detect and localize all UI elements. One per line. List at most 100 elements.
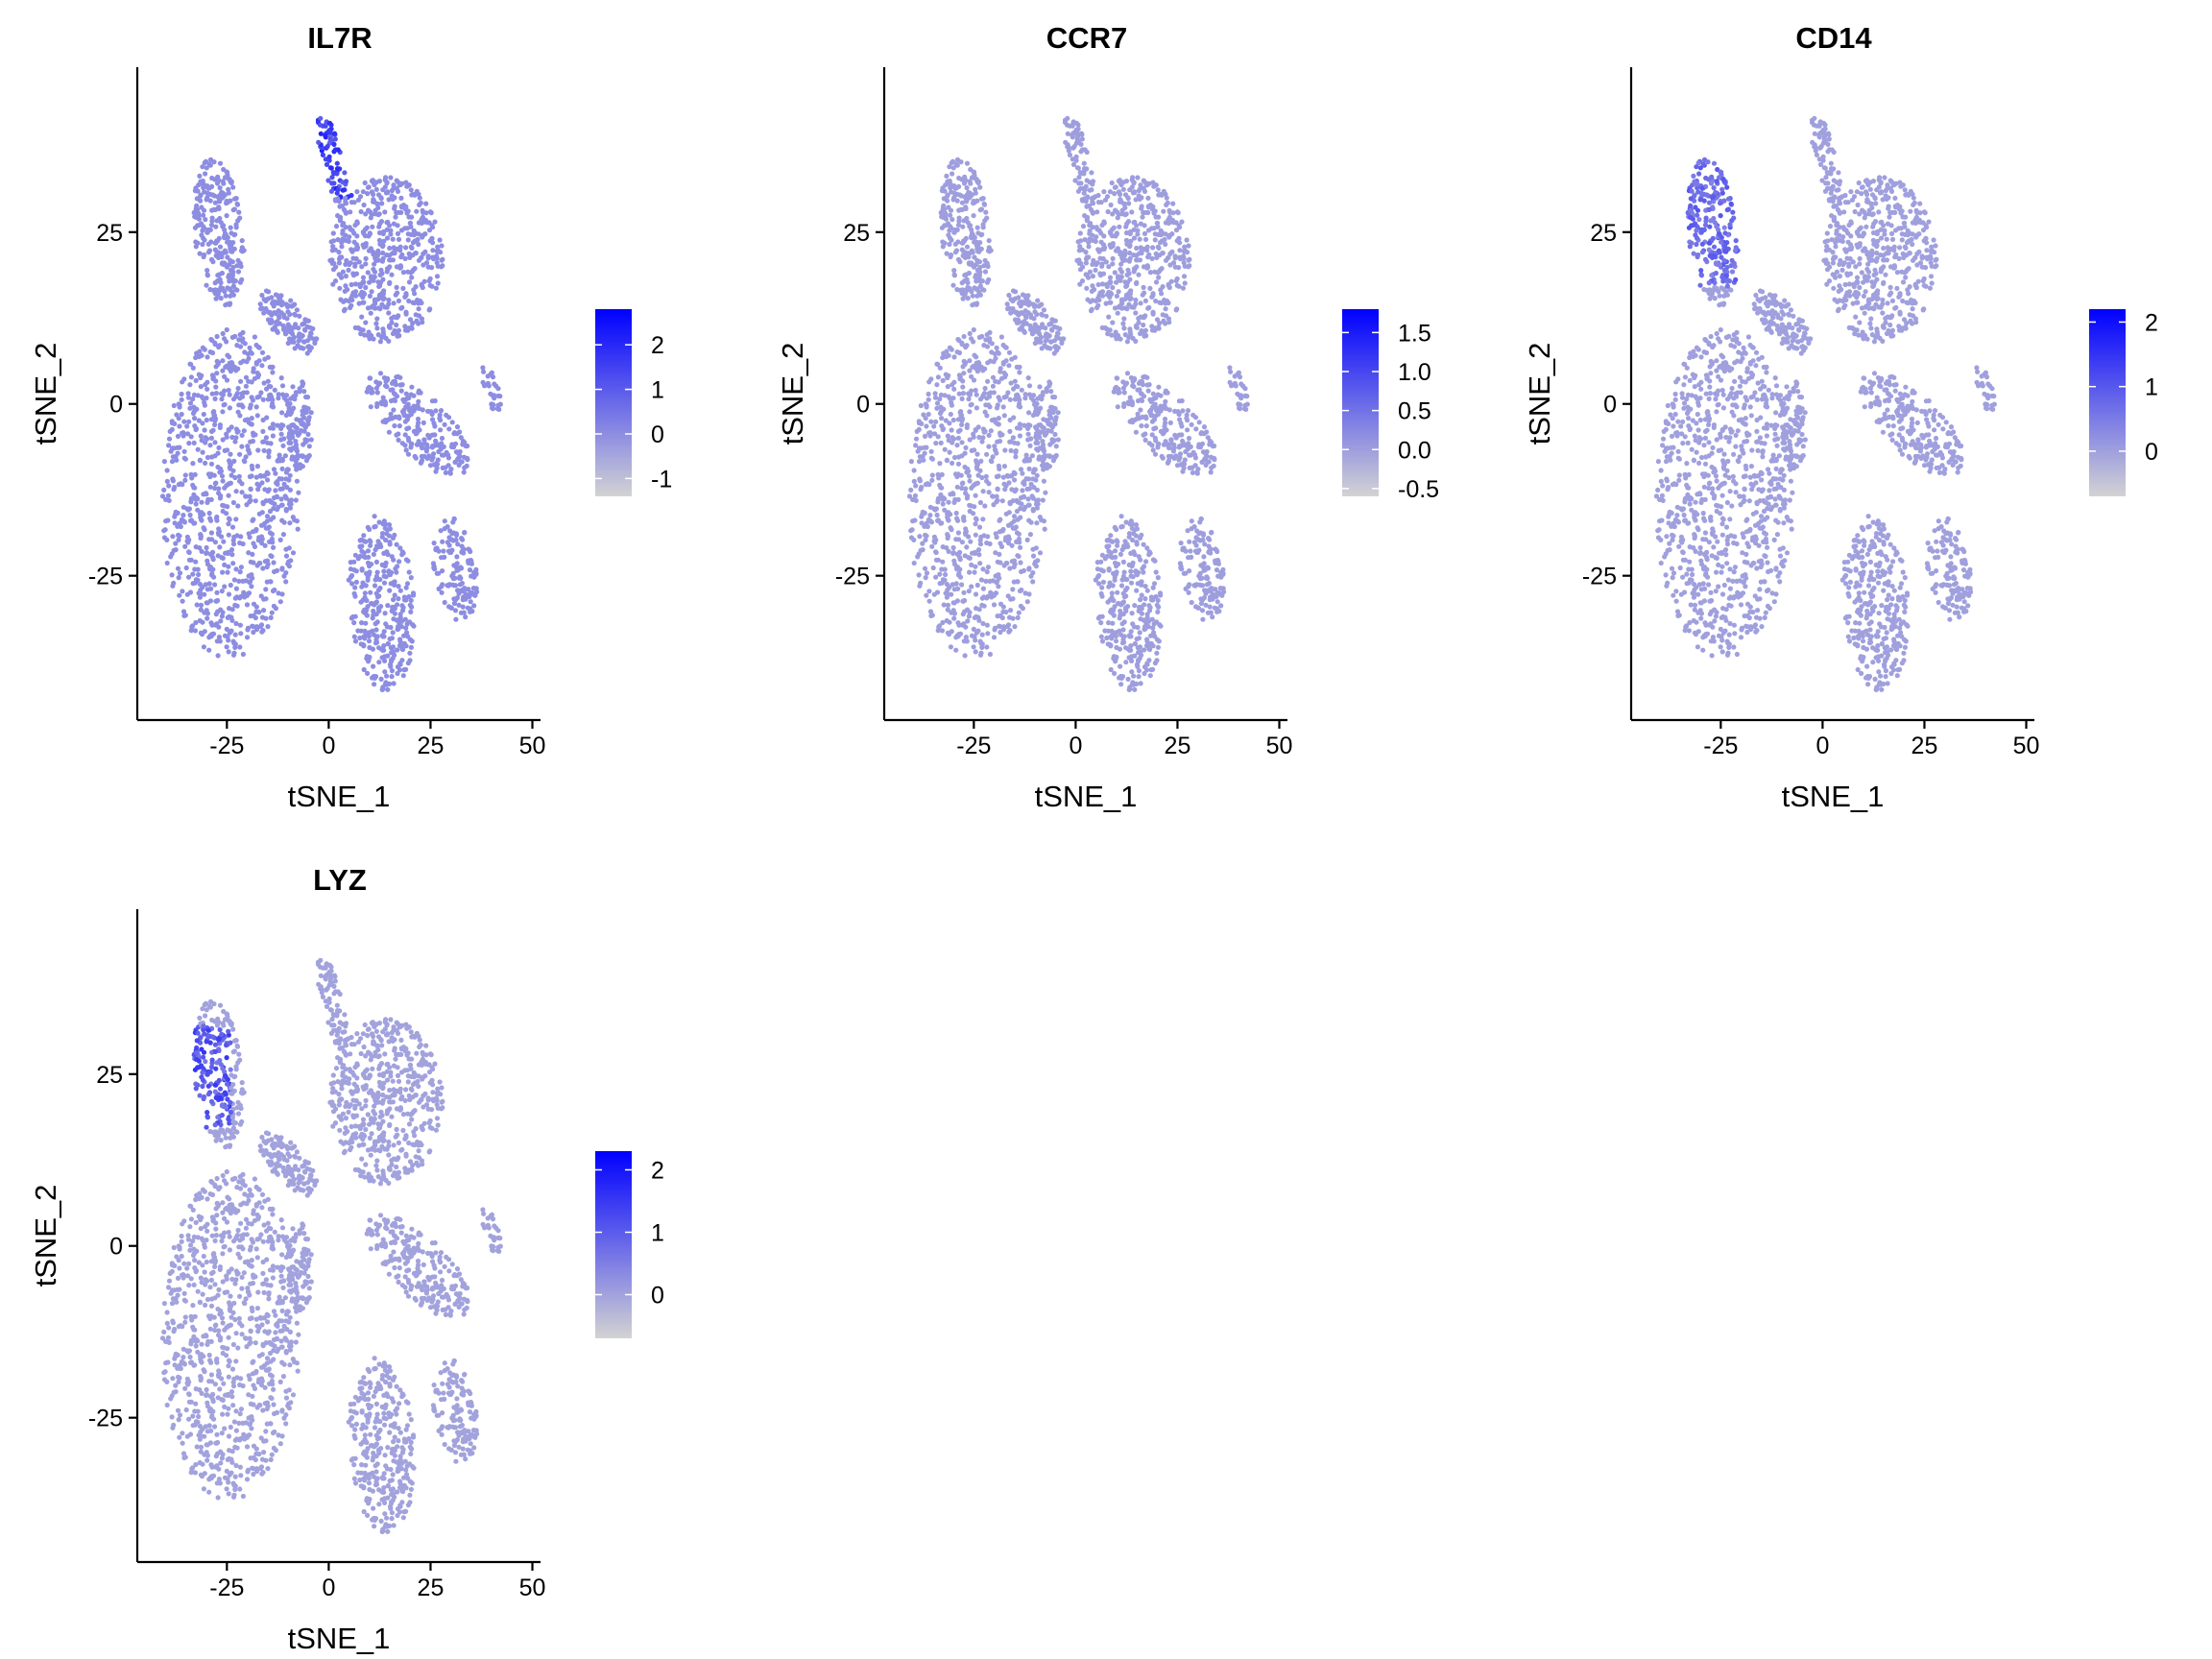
cell-point xyxy=(219,473,226,479)
cell-point xyxy=(362,332,368,338)
cell-point xyxy=(240,339,246,345)
cell-point xyxy=(283,570,289,576)
cell-point xyxy=(186,441,192,446)
cell-point xyxy=(1179,423,1185,429)
cell-point xyxy=(1105,641,1111,647)
cell-point xyxy=(397,264,404,270)
cell-point xyxy=(200,164,205,170)
cell-point xyxy=(1142,602,1147,608)
cell-point xyxy=(1033,545,1039,551)
cell-point xyxy=(360,294,366,301)
cell-point xyxy=(435,263,441,269)
cell-point xyxy=(305,344,311,349)
cell-point xyxy=(209,337,215,344)
cell-point xyxy=(200,235,206,241)
cell-point xyxy=(1120,627,1126,633)
cell-point xyxy=(1185,528,1190,534)
cell-point xyxy=(392,205,397,211)
cell-point xyxy=(1001,395,1007,400)
cell-point xyxy=(466,587,471,592)
cell-point xyxy=(420,284,425,291)
cell-point xyxy=(1189,518,1194,524)
cell-point xyxy=(1210,444,1215,449)
cell-point xyxy=(195,240,201,246)
cell-point xyxy=(325,144,330,150)
cell-point xyxy=(993,590,999,596)
cell-point xyxy=(1026,476,1032,482)
cell-point xyxy=(1156,405,1162,412)
cell-point xyxy=(192,485,198,491)
cell-point xyxy=(913,483,919,489)
cell-point xyxy=(224,644,229,650)
cell-point xyxy=(1041,478,1046,484)
cell-point xyxy=(191,492,197,498)
cell-point xyxy=(397,545,403,551)
cell-point xyxy=(990,493,996,499)
cell-point xyxy=(173,453,179,460)
cell-point xyxy=(944,617,950,624)
cell-point xyxy=(950,460,955,466)
cell-point xyxy=(951,268,957,274)
cell-point xyxy=(409,405,415,412)
cell-point xyxy=(969,584,974,589)
cell-point xyxy=(308,410,314,416)
cell-point xyxy=(413,251,419,256)
cell-point xyxy=(445,463,451,469)
cell-point xyxy=(283,393,290,398)
cell-point xyxy=(935,497,941,503)
cell-point xyxy=(940,377,946,383)
cell-point xyxy=(366,207,372,213)
cell-point xyxy=(450,530,457,536)
cell-point xyxy=(1214,547,1219,553)
cell-point xyxy=(247,405,253,411)
cell-point xyxy=(267,425,274,431)
cell-point xyxy=(1119,207,1125,213)
cell-point xyxy=(998,613,1003,619)
cell-point xyxy=(422,249,428,254)
cell-point xyxy=(403,557,409,563)
cell-point xyxy=(363,255,369,261)
cell-point xyxy=(423,210,429,216)
cell-point xyxy=(210,557,216,563)
cell-point xyxy=(379,301,385,307)
cell-point xyxy=(386,325,393,330)
cell-point xyxy=(251,624,256,630)
cell-point xyxy=(481,369,487,374)
cell-point xyxy=(229,524,236,530)
cell-point xyxy=(235,385,241,392)
cell-point xyxy=(1163,306,1168,312)
cell-point xyxy=(340,269,346,275)
cell-point xyxy=(232,439,238,445)
cell-point xyxy=(384,673,390,679)
cell-point xyxy=(233,620,239,627)
cell-point xyxy=(1013,448,1019,454)
cell-point xyxy=(992,351,998,357)
cell-point xyxy=(278,496,284,502)
cell-point xyxy=(230,292,236,298)
cell-point xyxy=(993,420,998,425)
cell-point xyxy=(1035,497,1041,503)
cell-point xyxy=(405,661,411,666)
cell-point xyxy=(1135,581,1141,587)
cell-point xyxy=(1122,576,1128,582)
cell-point xyxy=(970,293,975,299)
cell-point xyxy=(376,380,383,386)
cell-point xyxy=(950,544,956,551)
cell-point xyxy=(1204,448,1210,455)
cell-point xyxy=(990,454,996,460)
cell-point xyxy=(211,159,217,165)
cell-point xyxy=(974,369,980,374)
cell-point xyxy=(473,586,479,591)
cell-point xyxy=(188,434,194,440)
cell-point xyxy=(420,207,425,213)
cell-point xyxy=(411,228,417,233)
cell-point xyxy=(1148,667,1154,673)
cell-point xyxy=(352,585,358,590)
cell-point xyxy=(279,476,285,482)
cell-point xyxy=(394,322,399,328)
cell-point xyxy=(219,613,225,619)
cell-point xyxy=(401,594,407,600)
cell-point xyxy=(1140,292,1145,298)
cell-point xyxy=(917,476,923,482)
cell-point xyxy=(1095,296,1101,301)
